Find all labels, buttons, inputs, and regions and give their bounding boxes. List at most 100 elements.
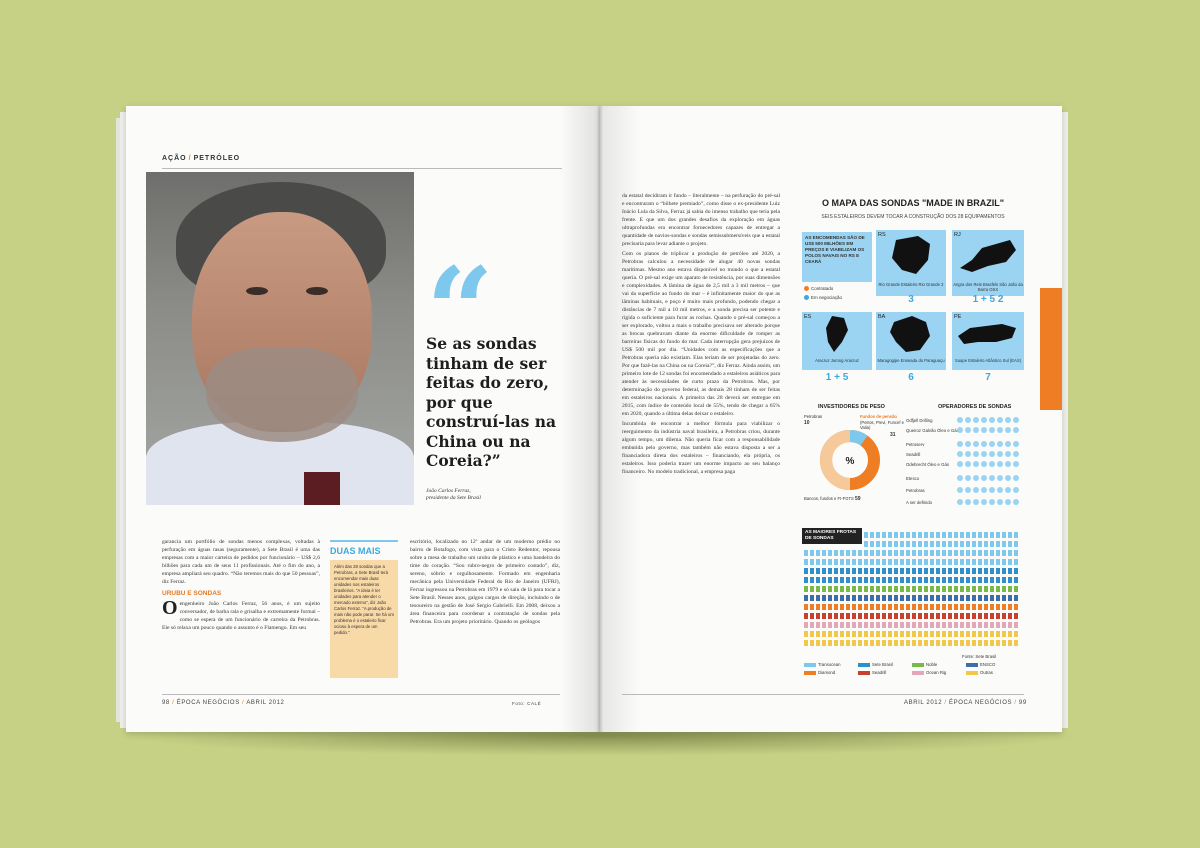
fleet-rig-icon [918,541,922,547]
fleet-rig-icon [936,577,940,583]
region-name: Aracruz Jurong Aracruz [815,358,859,363]
fleet-rig-icon [834,613,838,619]
operator-dot [1013,461,1019,467]
operator-label: Petroserv [906,442,925,447]
fleet-rig-icon [984,622,988,628]
fleet-rig-icon [876,550,880,556]
operator-dot [997,427,1003,433]
investors-donut: % [820,430,880,490]
operator-dot [989,417,995,423]
fleet-rig-icon [930,568,934,574]
fleet-rig-icon [912,595,916,601]
fleet-rig-icon [942,577,946,583]
fleet-rig-icon [864,604,868,610]
fleet-rig-icon [918,550,922,556]
fleet-rig-icon [954,604,958,610]
operator-dot [973,487,979,493]
region-code: ES [804,314,812,320]
operators-dot-grid [957,417,1019,505]
page-number: 99 [1018,700,1027,706]
fleet-rig-icon [900,577,904,583]
fleet-rig-icon [852,577,856,583]
fleet-rig-icon [822,640,826,646]
fleet-rig-icon [828,568,832,574]
operator-label: Queiroz Galvão Óleo e Gás [906,428,959,433]
fleet-rig-icon [840,568,844,574]
fleet-rig-icon [954,550,958,556]
legend-label: Ocean Rig [926,670,947,675]
operator-label: Odebrecht Óleo e Gás [906,462,949,467]
fleet-rig-icon [804,559,808,565]
body-column-2: escritório, localizado no 12º andar de u… [410,538,560,690]
fleet-rig-icon [900,604,904,610]
fleet-rig-icon [906,550,910,556]
rj-map-icon [960,240,1016,272]
fleet-rig-icon [900,586,904,592]
fleet-rig-icon [840,586,844,592]
issue-date: ABRIL 2012 [904,700,943,706]
fleet-rig-icon [954,622,958,628]
fleet-rig-icon [804,622,808,628]
fleet-rig-icon [810,604,814,610]
fleet-rig-icon [822,550,826,556]
fleet-rig-icon [924,595,928,601]
operator-dot [973,427,979,433]
quote-credit-role: presidente da Sete Brasil [426,495,481,501]
fleet-rig-icon [912,586,916,592]
fleet-rig-icon [966,631,970,637]
infographic-subtitle: SEIS ESTALEIROS DEVEM TOCAR A CONSTRUÇÃO… [821,214,1005,220]
fleet-rig-icon [1014,568,1018,574]
fleet-rig-icon [852,604,856,610]
operator-dot [1005,417,1011,423]
fleet-rig-icon [996,541,1000,547]
fleet-rig-icon [978,559,982,565]
top-rule [162,168,562,169]
fleet-rig-icon [810,577,814,583]
operator-dot [1013,427,1019,433]
fleet-rig-icon [846,595,850,601]
operator-dot [965,441,971,447]
fleet-rig-icon [852,622,856,628]
fleet-rig-icon [942,640,946,646]
fleet-rig-icon [1008,550,1012,556]
fleet-rig-icon [924,577,928,583]
intro-text: AS ENCOMENDAS SÃO DE US$ 500 MILHÕES EM … [805,235,865,264]
fleet-rig-icon [1002,559,1006,565]
operator-dot [965,427,971,433]
fleet-rig-icon [876,586,880,592]
subhead: URUBU E SONDAS [162,590,222,597]
fleet-rig-icon [942,613,946,619]
sidebar-box: DUAS MAIS Além das 28 sondas que a Petro… [330,540,398,686]
fleet-rig-icon [918,586,922,592]
fleet-rig-icon [912,577,916,583]
fleet-rig-icon [876,613,880,619]
fleet-rig-icon [948,631,952,637]
fleet-rig-icon [924,631,928,637]
fleet-rig-icon [936,622,940,628]
operator-dot [981,427,987,433]
fleet-rig-icon [984,577,988,583]
fleet-rig-icon [972,631,976,637]
fleet-rig-icon [906,595,910,601]
fleet-rig-icon [858,613,862,619]
operator-label: Etesco [906,476,920,481]
fleet-rig-icon [936,640,940,646]
fleet-rig-icon [840,613,844,619]
operator-dot [957,427,963,433]
sidebar-body: Além das 28 sondas que a Petrobras, a Se… [330,560,398,678]
fleet-rig-icon [996,577,1000,583]
region-count: 3 [908,294,914,305]
fleet-rig-icon [972,532,976,538]
fleet-rig-icon [846,577,850,583]
fleet-rig-icon [804,577,808,583]
fleet-rig-icon [930,622,934,628]
fleet-rig-icon [984,541,988,547]
fleet-rig-icon [972,586,976,592]
fleet-rig-icon [912,631,916,637]
fleet-rig-icon [990,622,994,628]
fleet-rig-icon [960,586,964,592]
fleet-rig-icon [996,568,1000,574]
fleet-rig-icon [918,559,922,565]
fleet-rig-icon [846,640,850,646]
